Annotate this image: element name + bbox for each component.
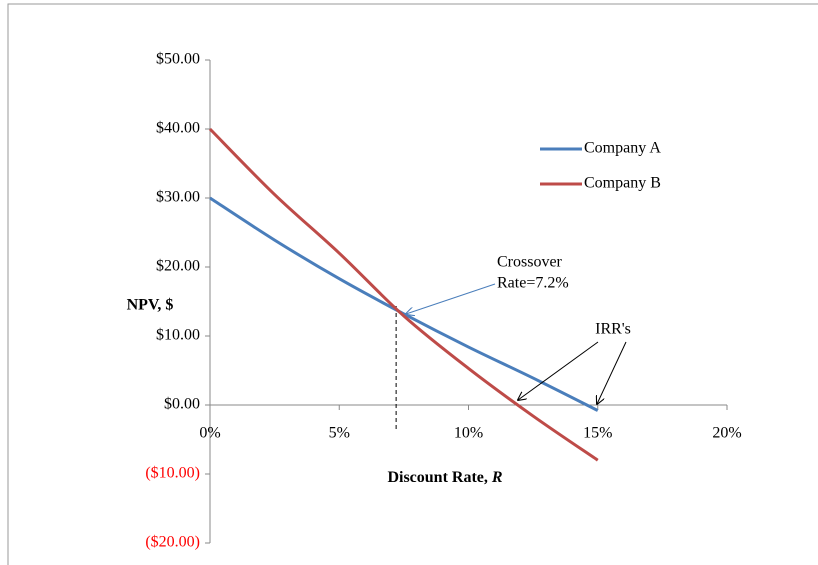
series-line — [209, 196, 599, 412]
annotation-arrow — [518, 341, 599, 400]
legend-label: Company A — [584, 140, 661, 157]
y-tick-label: $30.00 — [156, 189, 200, 206]
y-tick-label: $50.00 — [156, 51, 200, 68]
x-tick-label: 10% — [454, 425, 483, 442]
annotation: Rate=7.2% — [497, 275, 569, 292]
legend-label: Company B — [584, 175, 661, 192]
series-line — [208, 127, 599, 462]
y-tick-label: ($20.00) — [145, 534, 200, 551]
y-tick-label: $0.00 — [164, 396, 200, 413]
x-tick-label: 0% — [199, 425, 220, 442]
y-tick-label: $40.00 — [156, 120, 200, 137]
x-axis-title: Discount Rate, R — [387, 469, 502, 486]
x-tick-label: 5% — [329, 425, 350, 442]
y-axis-title: NPV, $ — [127, 297, 174, 314]
annotation: Crossover — [497, 254, 563, 271]
annotation-arrow — [406, 283, 496, 314]
annotation-arrow — [597, 341, 627, 404]
y-tick-label: $10.00 — [156, 327, 200, 344]
y-tick-label: $20.00 — [156, 258, 200, 275]
x-tick-label: 15% — [583, 425, 612, 442]
annotation: IRR's — [595, 321, 631, 338]
x-tick-label: 20% — [712, 425, 741, 442]
chart-frame — [7, 3, 818, 565]
y-tick-label: ($10.00) — [145, 465, 200, 482]
